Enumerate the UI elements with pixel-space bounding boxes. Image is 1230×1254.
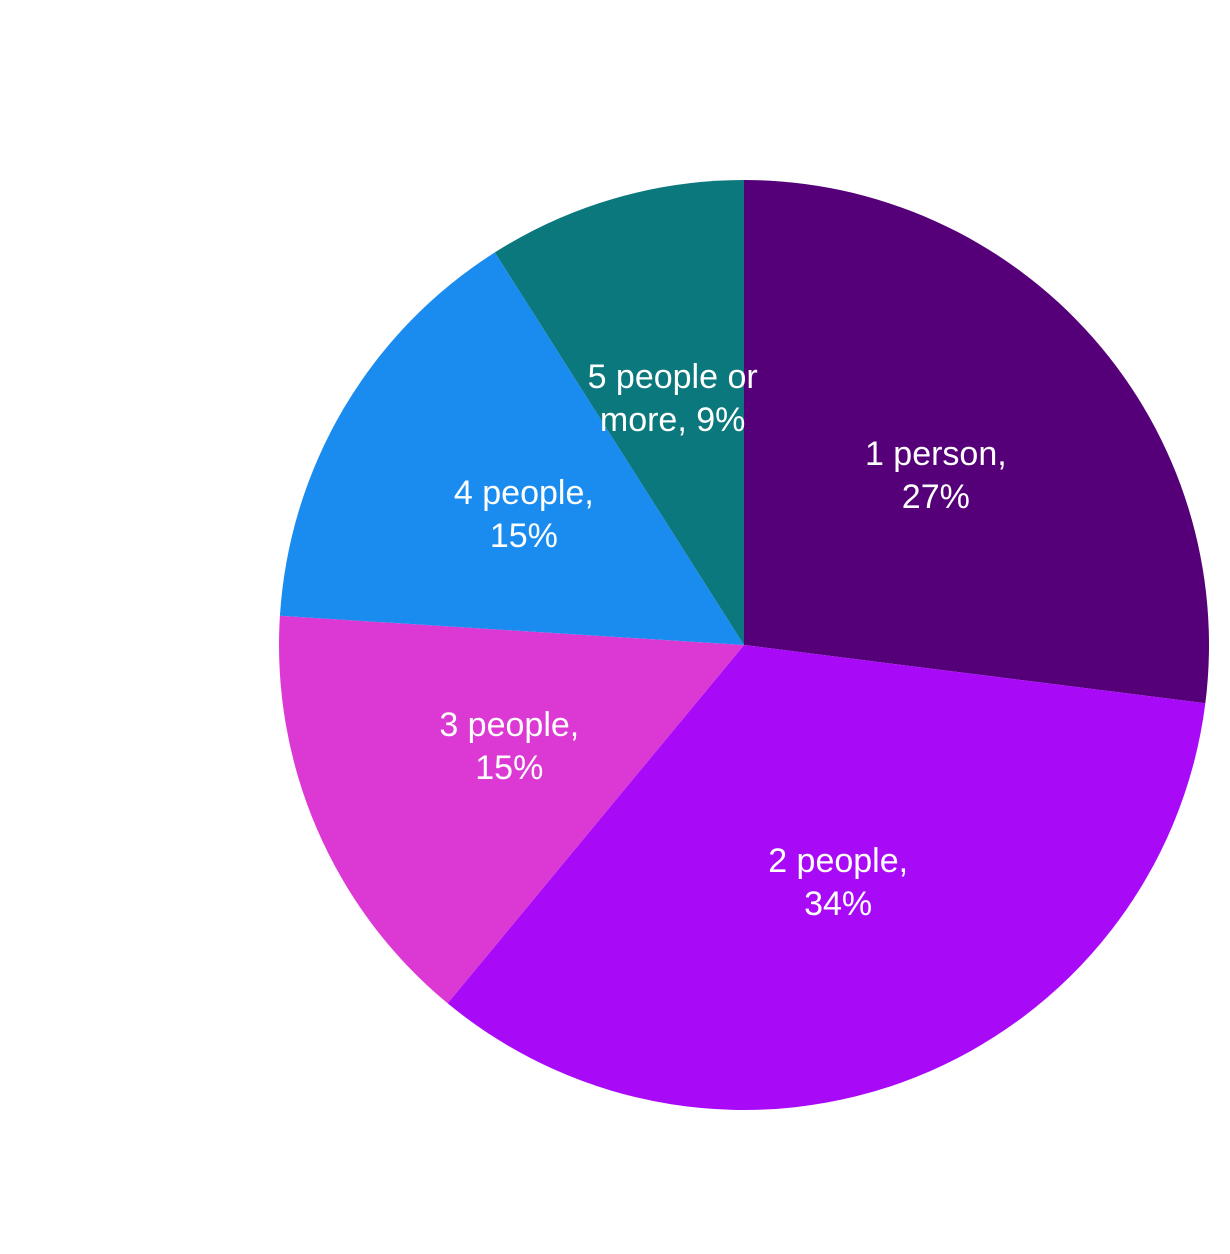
slice-label: 3 people, 15% xyxy=(404,704,614,790)
pie-slice xyxy=(494,180,744,645)
slice-value: 15% xyxy=(489,516,558,555)
slice-category: 2 people, xyxy=(768,841,909,880)
slice-category: 3 people, xyxy=(439,705,580,744)
slice-label: 4 people, 15% xyxy=(419,472,629,558)
pie-slice xyxy=(744,180,1210,704)
slice-label: 2 people, 34% xyxy=(733,840,943,926)
slice-value: 34% xyxy=(804,884,873,923)
slice-value: 27% xyxy=(901,477,970,516)
slice-category: 1 person, xyxy=(864,434,1007,473)
slice-label: 1 person, 27% xyxy=(831,433,1041,519)
pie-slice xyxy=(279,252,744,645)
pie-slice xyxy=(447,645,1206,1110)
pie-slice xyxy=(279,615,744,1004)
slice-value: 9% xyxy=(696,401,746,440)
slice-category: 4 people, xyxy=(453,473,594,512)
slice-category: 5 people or more, xyxy=(587,358,758,440)
slice-label: 5 people or more, 9% xyxy=(568,356,778,442)
slice-value: 15% xyxy=(475,748,544,787)
